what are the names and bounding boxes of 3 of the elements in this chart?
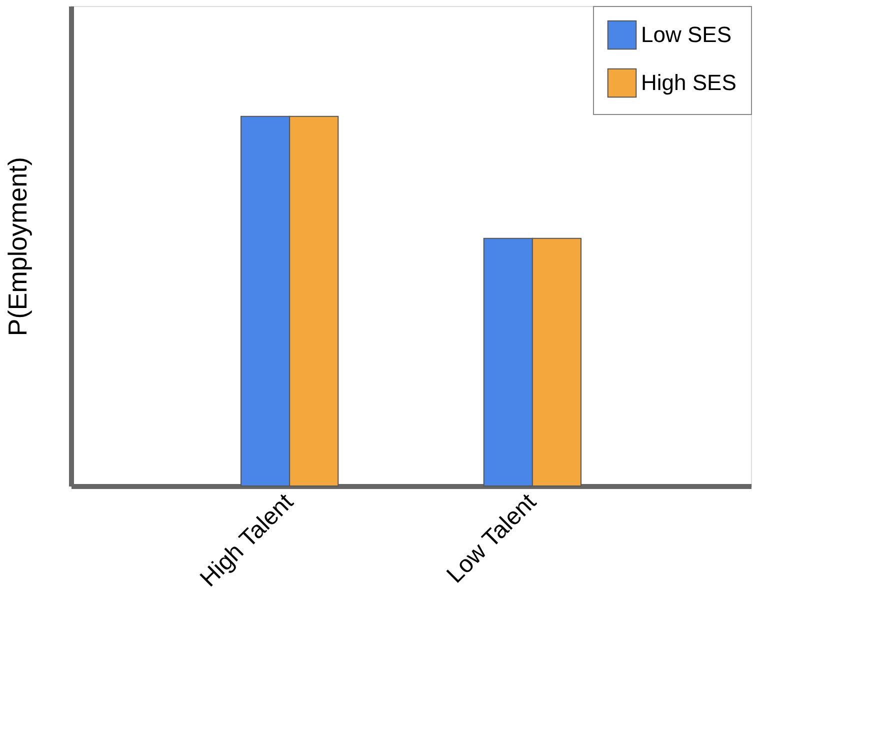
legend-label: Low SES (641, 22, 732, 47)
legend-label: High SES (641, 70, 736, 95)
y-axis-title: P(Employment) (2, 156, 32, 336)
